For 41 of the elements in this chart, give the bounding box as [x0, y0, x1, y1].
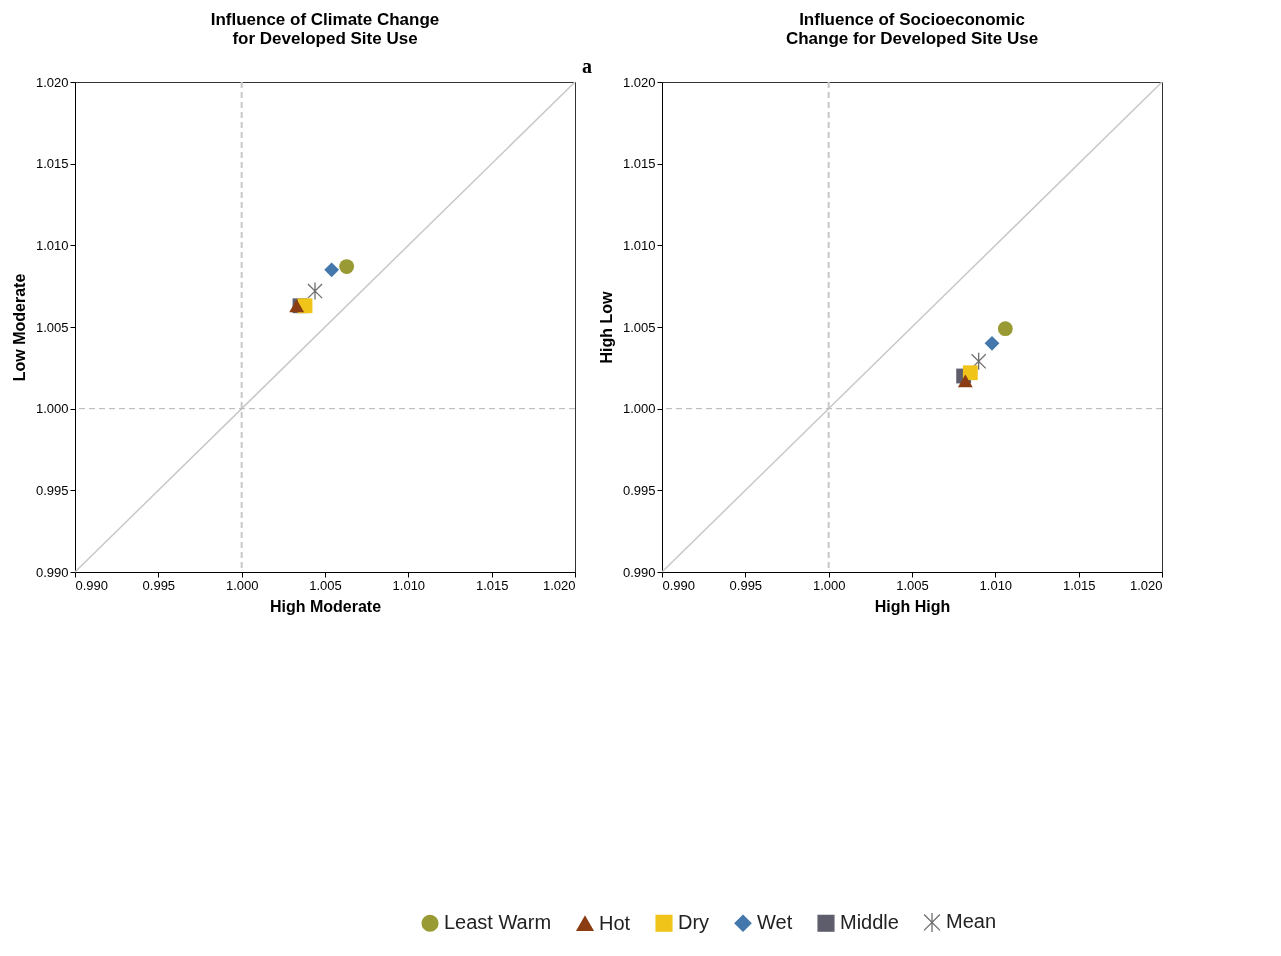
y-tick-label: 0.990	[622, 564, 656, 580]
chart-title: Influence of Climate Change for Developed Site Use	[210, 10, 440, 48]
x-axis-title: High Moderate	[269, 597, 382, 615]
x-tick-label: 1.000	[812, 577, 846, 593]
y-tick-label: 1.020	[35, 74, 69, 90]
chart-title: Influence of Socioeconomic Change for Developed Site Use	[785, 10, 1039, 48]
x-tick-label: 0.995	[729, 577, 763, 593]
y-tick-label: 1.005	[35, 319, 69, 335]
text: a	[582, 54, 593, 77]
y-tick-label: 1.015	[622, 156, 656, 172]
legend-label: Dry	[678, 911, 710, 934]
x-tick-label: 1.000	[225, 577, 259, 593]
y-tick-label: 1.015	[35, 156, 69, 172]
y-axis-title: High Low	[597, 290, 615, 364]
x-tick-label: 1.015	[475, 577, 509, 593]
x-tick-label: 1.010	[979, 577, 1013, 593]
x-tick-label: 1.020	[1129, 577, 1163, 593]
y-tick-label: 1.020	[622, 74, 656, 90]
y-tick-label: 0.990	[35, 564, 69, 580]
y-tick-label: 1.005	[622, 319, 656, 335]
legend-label: Least Warm	[444, 911, 552, 934]
legend-label: Hot	[599, 911, 631, 934]
y-tick-label: 0.995	[35, 482, 69, 498]
y-axis-title: Low Moderate	[10, 273, 28, 382]
x-tick-label: 1.010	[392, 577, 426, 593]
y-tick-label: 1.000	[622, 401, 656, 417]
x-tick-label: 1.015	[1062, 577, 1096, 593]
y-tick-label: 1.010	[622, 237, 656, 253]
x-tick-label: 1.005	[896, 577, 929, 593]
x-axis-title: High High	[874, 597, 951, 615]
x-tick-label: 1.020	[542, 577, 576, 593]
x-tick-label: 0.995	[142, 577, 176, 593]
legend-label: Middle	[840, 911, 899, 934]
x-tick-label: 0.990	[662, 577, 696, 593]
y-tick-label: 0.995	[622, 482, 656, 498]
legend-label: Wet	[757, 911, 793, 934]
legend-label: Mean	[946, 910, 997, 933]
x-tick-label: 1.005	[309, 577, 342, 593]
y-tick-label: 1.000	[35, 401, 69, 417]
y-tick-label: 1.010	[35, 237, 69, 253]
x-tick-label: 0.990	[75, 577, 109, 593]
